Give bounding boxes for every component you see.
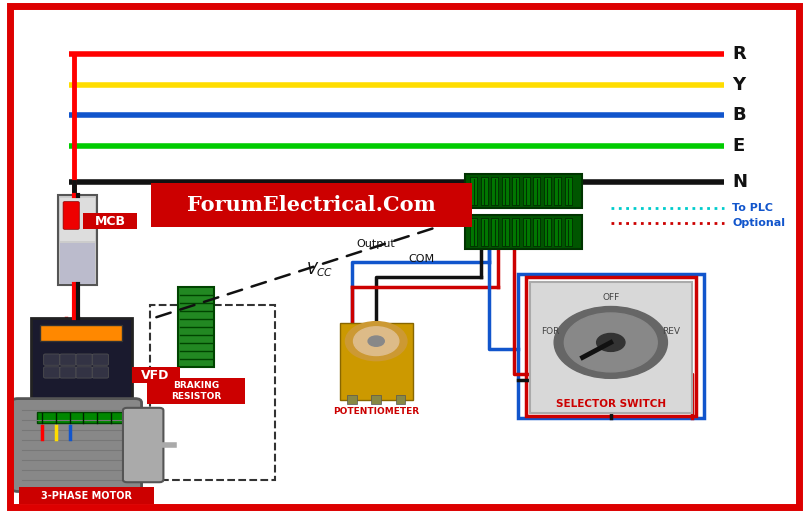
Text: Y: Y [732,75,745,94]
FancyBboxPatch shape [151,183,472,227]
FancyBboxPatch shape [132,367,180,383]
Text: E: E [732,137,744,155]
FancyBboxPatch shape [123,408,163,482]
FancyBboxPatch shape [565,218,572,246]
Text: SELECTOR SWITCH: SELECTOR SWITCH [556,399,666,409]
Text: OFF: OFF [602,293,620,302]
FancyBboxPatch shape [523,218,530,246]
FancyBboxPatch shape [465,174,582,208]
FancyBboxPatch shape [371,395,381,404]
FancyBboxPatch shape [396,395,405,404]
FancyBboxPatch shape [502,218,509,246]
FancyBboxPatch shape [470,177,477,205]
FancyBboxPatch shape [60,198,95,241]
FancyBboxPatch shape [544,177,551,205]
FancyBboxPatch shape [465,215,582,249]
FancyBboxPatch shape [37,412,125,423]
FancyBboxPatch shape [502,177,509,205]
FancyBboxPatch shape [554,218,561,246]
Text: POTENTIOMETER: POTENTIOMETER [333,407,419,416]
FancyBboxPatch shape [19,487,154,504]
FancyBboxPatch shape [347,395,357,404]
Text: COM: COM [409,254,434,264]
FancyBboxPatch shape [544,218,551,246]
FancyBboxPatch shape [58,195,97,285]
FancyBboxPatch shape [178,287,214,367]
FancyBboxPatch shape [533,218,540,246]
FancyBboxPatch shape [530,282,692,413]
Text: N: N [732,173,748,191]
FancyBboxPatch shape [60,367,76,378]
FancyBboxPatch shape [512,177,519,205]
Text: Output: Output [356,239,395,249]
FancyBboxPatch shape [83,213,137,229]
Text: MCB: MCB [95,214,125,228]
Text: FOR: FOR [541,327,559,337]
FancyBboxPatch shape [63,202,79,229]
Text: REV: REV [663,327,680,337]
Text: To PLC: To PLC [732,203,773,213]
Text: Optional: Optional [732,218,786,228]
FancyBboxPatch shape [533,177,540,205]
FancyArrowPatch shape [156,219,460,317]
FancyBboxPatch shape [40,325,122,341]
Circle shape [354,327,399,356]
Circle shape [565,313,657,372]
FancyBboxPatch shape [491,218,498,246]
FancyBboxPatch shape [565,177,572,205]
FancyBboxPatch shape [491,177,498,205]
Text: 3-PHASE MOTOR: 3-PHASE MOTOR [41,490,132,501]
Circle shape [368,336,384,346]
FancyBboxPatch shape [147,378,245,404]
FancyBboxPatch shape [92,354,108,365]
FancyBboxPatch shape [523,177,530,205]
FancyBboxPatch shape [340,323,413,400]
FancyBboxPatch shape [470,218,477,246]
FancyBboxPatch shape [76,354,92,365]
Text: BRAKING
RESISTOR: BRAKING RESISTOR [171,381,222,401]
Circle shape [596,333,625,351]
Text: $V_{CC}$: $V_{CC}$ [306,260,333,279]
FancyBboxPatch shape [31,318,132,426]
FancyBboxPatch shape [481,218,488,246]
FancyBboxPatch shape [554,177,561,205]
FancyBboxPatch shape [11,399,142,491]
Text: VFD: VFD [141,368,170,382]
FancyBboxPatch shape [60,243,95,284]
FancyBboxPatch shape [481,177,488,205]
FancyBboxPatch shape [512,218,519,246]
Circle shape [554,306,667,379]
FancyBboxPatch shape [44,367,60,378]
Text: B: B [732,106,746,125]
Text: ForumElectrical.Com: ForumElectrical.Com [187,195,436,215]
Text: R: R [732,45,746,63]
FancyBboxPatch shape [92,367,108,378]
FancyBboxPatch shape [76,367,92,378]
Circle shape [345,322,407,361]
FancyBboxPatch shape [44,354,60,365]
FancyBboxPatch shape [60,354,76,365]
